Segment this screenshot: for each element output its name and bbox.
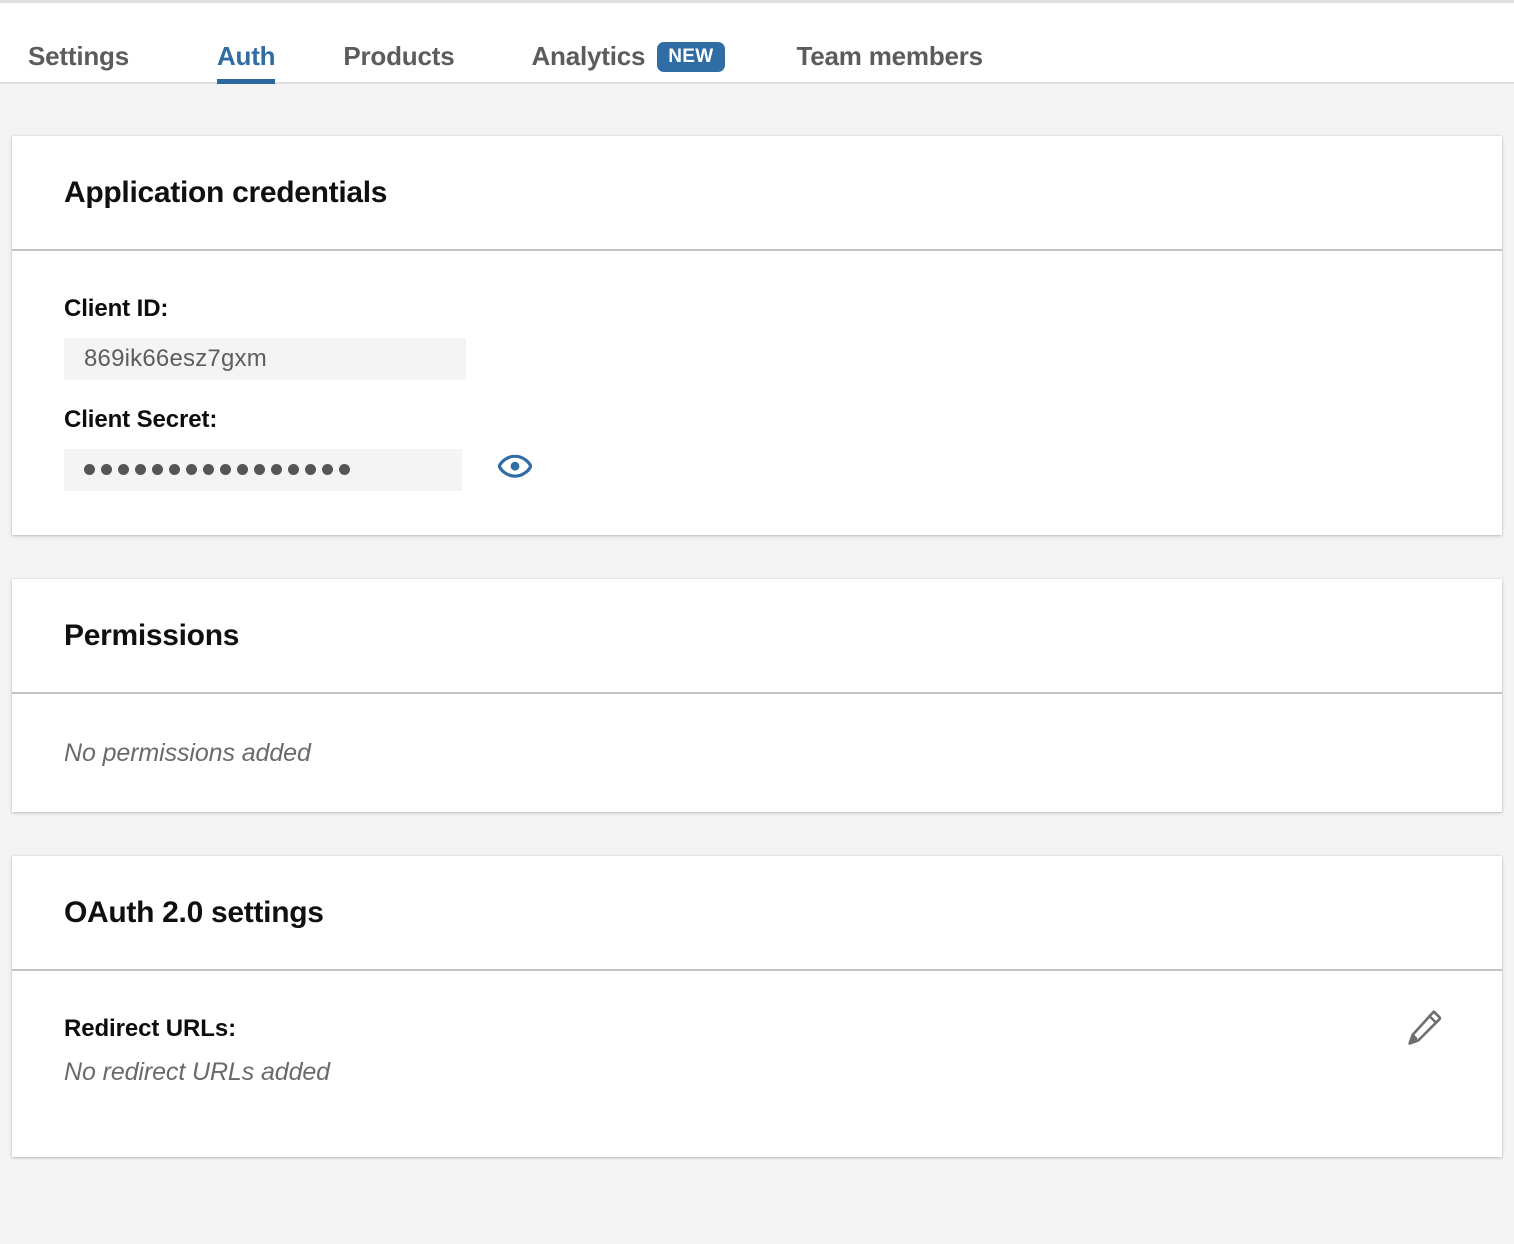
edit-redirect-urls-button[interactable] (1404, 1007, 1444, 1047)
client-secret-masked-dots (84, 464, 350, 476)
tab-products[interactable]: Products (343, 3, 454, 82)
reveal-secret-button[interactable] (497, 453, 533, 482)
tab-bar: Settings Auth Products Analytics NEW Tea… (0, 0, 1514, 84)
tab-auth[interactable]: Auth (216, 3, 276, 84)
permissions-title: Permissions (64, 618, 240, 652)
application-credentials-body: Client ID: 869ik66esz7gxm Client Secret: (12, 251, 1502, 535)
eye-icon (497, 453, 533, 482)
new-badge: NEW (657, 41, 725, 72)
permissions-header: Permissions (12, 579, 1502, 694)
pencil-icon (1404, 1009, 1444, 1050)
oauth-settings-body: Redirect URLs: No redirect URLs added (12, 971, 1502, 1158)
spacer-permissions-oauth (0, 812, 1514, 856)
permissions-body: No permissions added (12, 694, 1502, 812)
tab-auth-label: Auth (216, 40, 276, 71)
application-credentials-card: Application credentials Client ID: 869ik… (12, 136, 1502, 535)
tab-products-label: Products (343, 40, 455, 71)
tab-analytics-label: Analytics (531, 40, 646, 71)
oauth-settings-title: OAuth 2.0 settings (64, 895, 324, 929)
application-credentials-title: Application credentials (64, 176, 388, 209)
tab-settings[interactable]: Settings (28, 3, 129, 82)
permissions-card: Permissions No permissions added (12, 578, 1502, 812)
client-id-label: Client ID: (64, 295, 169, 322)
field-spacer (64, 380, 1450, 406)
tab-list: Settings Auth Products Analytics NEW Tea… (0, 3, 1514, 84)
tab-team-members[interactable]: Team members (796, 3, 984, 82)
client-secret-label: Client Secret: (64, 405, 218, 433)
tab-analytics[interactable]: Analytics NEW (531, 3, 725, 82)
redirect-urls-empty-text: No redirect URLs added (64, 1058, 330, 1087)
client-secret-value[interactable] (64, 448, 462, 491)
oauth-settings-card: OAuth 2.0 settings Redirect URLs: No red… (12, 855, 1502, 1158)
client-secret-row (64, 448, 1450, 491)
tab-team-members-label: Team members (796, 40, 984, 71)
page-content: Application credentials Client ID: 869ik… (0, 84, 1514, 1158)
oauth-settings-header: OAuth 2.0 settings (12, 856, 1502, 971)
spacer-top (0, 84, 1514, 136)
tab-settings-label: Settings (28, 40, 129, 71)
client-id-value[interactable]: 869ik66esz7gxm (64, 337, 466, 380)
redirect-urls-label: Redirect URLs: (64, 1014, 236, 1042)
permissions-empty-text: No permissions added (64, 738, 311, 767)
application-credentials-header: Application credentials (12, 136, 1502, 251)
spacer-credentials-permissions (0, 535, 1514, 579)
